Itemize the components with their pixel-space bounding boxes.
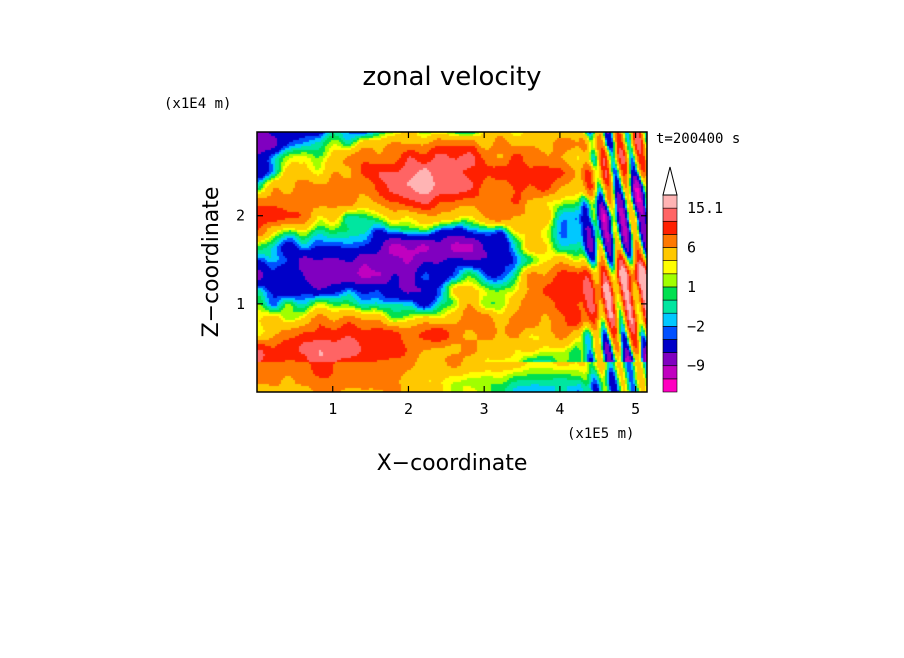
colorbar-segment — [662, 339, 678, 353]
y-unit-label: (x1E4 m) — [164, 96, 231, 112]
colorbar-segment — [662, 365, 678, 380]
colorbar-label: −9 — [687, 357, 705, 375]
colorbar: 15.1 6 1 −2 −9 — [662, 166, 723, 393]
colorbar-segment — [662, 352, 678, 367]
colorbar-segment — [662, 378, 678, 393]
y-tick-label: 1 — [236, 295, 245, 313]
x-tick-label: 4 — [555, 400, 564, 418]
x-unit-label: (x1E5 m) — [567, 426, 634, 442]
x-tick-label: 1 — [328, 400, 337, 418]
x-axis-label: X−coordinate — [377, 451, 528, 476]
colorbar-segment — [662, 194, 678, 209]
y-tick-label: 2 — [236, 207, 245, 225]
colorbar-label: 1 — [687, 278, 696, 296]
time-label: t=200400 s — [656, 131, 740, 147]
chart-title: zonal velocity — [362, 62, 541, 92]
colorbar-segment — [662, 326, 678, 340]
colorbar-segment — [662, 247, 678, 261]
colorbar-segment — [662, 273, 678, 288]
colorbar-segment — [662, 234, 678, 248]
colorbar-segment — [662, 207, 678, 222]
colorbar-segment — [662, 260, 678, 275]
y-axis-label: Z−coordinate — [199, 187, 224, 338]
colorbar-segment — [662, 286, 678, 301]
colorbar-segment — [662, 220, 678, 235]
velocity-field — [257, 132, 647, 392]
x-tick-label: 5 — [631, 400, 640, 418]
plot-layer — [257, 132, 647, 392]
axis-layer: 1 2 3 4 5 1 2 — [236, 131, 648, 418]
x-tick-label: 2 — [404, 400, 413, 418]
colorbar-max-arrow — [662, 166, 678, 196]
plot-frame — [256, 131, 648, 393]
colorbar-label: −2 — [687, 317, 705, 335]
colorbar-segment — [662, 312, 678, 327]
colorbar-segment — [662, 299, 678, 314]
x-tick-label: 3 — [480, 400, 489, 418]
colorbar-label: 6 — [687, 239, 696, 257]
colorbar-label: 15.1 — [687, 199, 723, 217]
